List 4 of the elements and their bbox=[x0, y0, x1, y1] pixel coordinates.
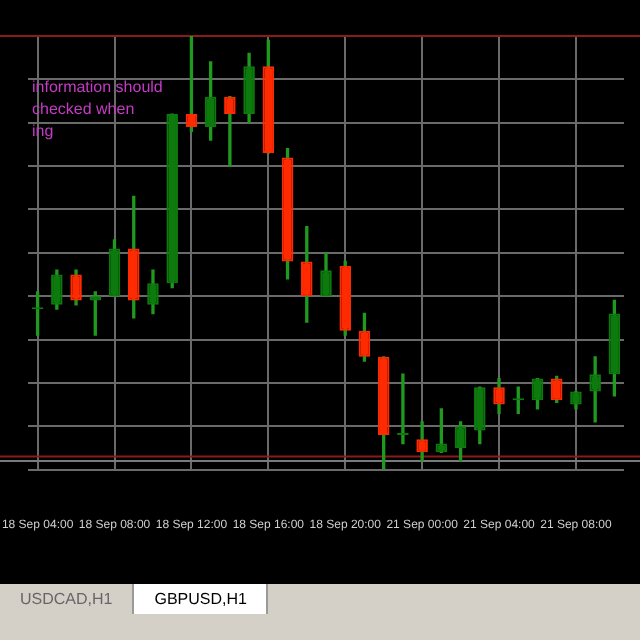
text: USDCAD,H1 bbox=[0, 584, 135, 614]
candlestick bbox=[224, 96, 236, 167]
annotation: information should checked when ing bbox=[32, 78, 163, 141]
text: GBPUSD,H1 bbox=[134, 584, 269, 614]
